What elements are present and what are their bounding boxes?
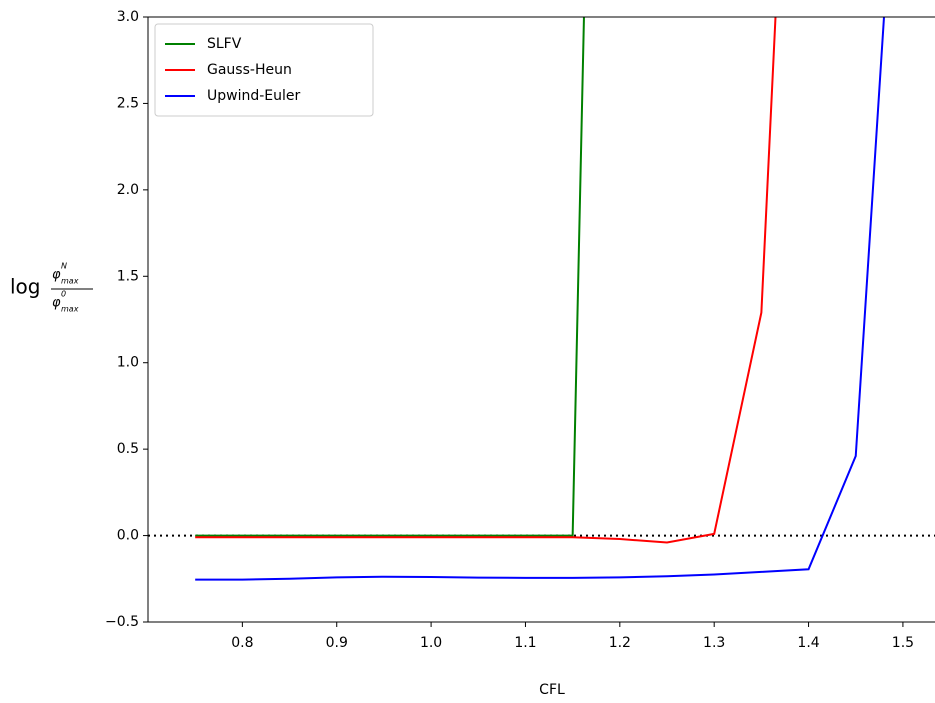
x-tick-label: 0.9 xyxy=(326,635,348,651)
legend-box xyxy=(154,23,374,117)
x-tick-label: 1.3 xyxy=(703,635,725,651)
legend-label: Upwind-Euler xyxy=(207,88,301,104)
x-axis-label: CFL xyxy=(539,682,565,698)
series-line xyxy=(195,17,585,537)
y-axis-label: log φ N max φ 0 max xyxy=(10,262,93,314)
series-line xyxy=(195,17,777,544)
x-tick-label: 1.0 xyxy=(420,635,442,651)
y-label-num-sub: max xyxy=(61,277,79,286)
x-tick-label: 1.1 xyxy=(514,635,536,651)
y-label-den-sup: 0 xyxy=(61,290,66,299)
x-tick-label: 1.2 xyxy=(609,635,631,651)
x-tick-label: 1.4 xyxy=(797,635,819,651)
x-tick-label: 0.8 xyxy=(231,635,253,651)
series-line xyxy=(195,17,886,581)
y-label-prefix: log xyxy=(10,275,41,299)
x-tick-label: 1.5 xyxy=(892,635,914,651)
plot-area xyxy=(148,17,935,581)
y-tick-label: 2.5 xyxy=(117,95,139,111)
y-tick-label: 1.5 xyxy=(117,268,139,284)
y-tick-label: 0.5 xyxy=(117,441,139,457)
y-label-num: φ xyxy=(52,268,61,283)
y-tick-label: 3.0 xyxy=(117,9,139,25)
y-label-den: φ xyxy=(52,296,61,311)
legend-label: SLFV xyxy=(207,36,242,52)
y-label-num-sup: N xyxy=(61,262,67,271)
y-tick-label: −0.5 xyxy=(105,614,139,630)
y-tick-label: 0.0 xyxy=(117,528,139,544)
y-tick-label: 1.0 xyxy=(117,355,139,371)
y-label-den-sub: max xyxy=(61,305,79,314)
legend-label: Gauss-Heun xyxy=(207,62,292,78)
y-tick-label: 2.0 xyxy=(117,182,139,198)
